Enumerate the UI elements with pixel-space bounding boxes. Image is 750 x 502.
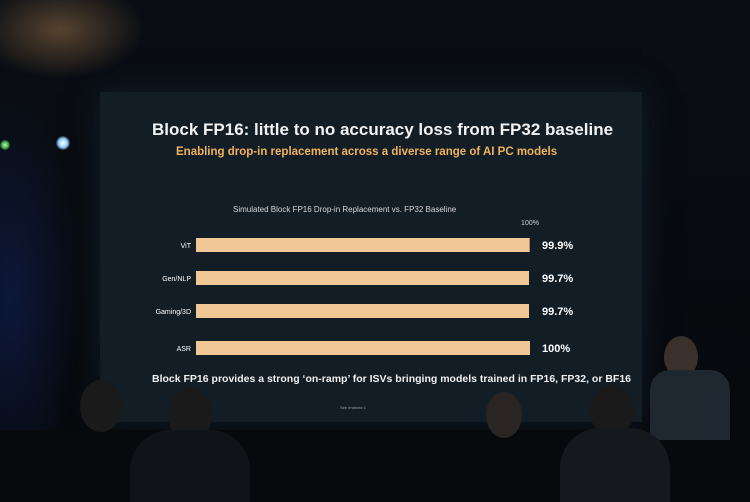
stage-light [56, 136, 70, 150]
slide-title: Block FP16: little to no accuracy loss f… [152, 120, 614, 139]
audience-silhouettes [130, 430, 250, 502]
bar-asr [196, 341, 530, 355]
bar-gen-nlp [196, 271, 529, 285]
projector-screen: Block FP16: little to no accuracy loss f… [100, 92, 642, 422]
category-label: ViT [181, 243, 192, 250]
audience-silhouettes [560, 428, 670, 502]
slide-footnote: Block FP16 provides a strong ‘on-ramp’ f… [152, 373, 632, 385]
category-label: Gen/NLP [162, 276, 191, 283]
slide-subtitle: Enabling drop-in replacement across a di… [176, 146, 558, 158]
category-label: ASR [177, 346, 191, 353]
value-label: 99.7% [542, 273, 573, 285]
source-note: See endnote 1 [340, 405, 367, 410]
audience-head [590, 386, 634, 436]
audience-silhouettes [650, 370, 730, 440]
bar-vit [196, 238, 530, 252]
value-label: 99.7% [542, 306, 573, 318]
audience-head [80, 380, 122, 432]
value-label: 99.9% [542, 240, 573, 252]
reference-label: 100% [521, 220, 539, 227]
audience-head [486, 392, 522, 438]
bar-gaming-3d [196, 304, 529, 318]
bar-chart: 100% ViT 99.9% Gen/NLP 99.7% Gaming/3D 99.7% AS… [156, 220, 573, 355]
value-label: 100% [542, 343, 570, 355]
chart-title: Simulated Block FP16 Drop-in Replacement… [233, 205, 457, 214]
category-label: Gaming/3D [156, 309, 191, 316]
stage-light [0, 140, 10, 150]
